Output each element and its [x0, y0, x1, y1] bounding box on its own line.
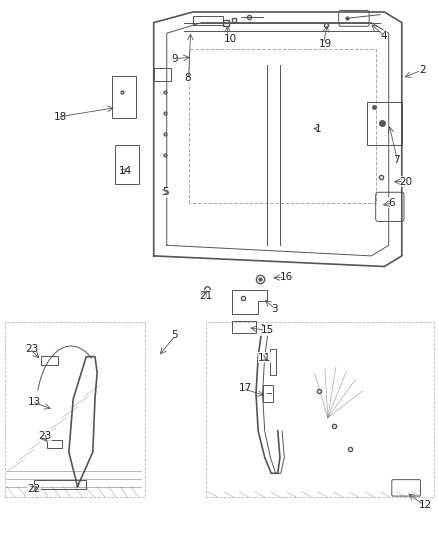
Text: 4: 4 — [380, 31, 387, 41]
Text: 22: 22 — [28, 484, 41, 494]
Bar — [34, 480, 86, 489]
Text: 1: 1 — [315, 124, 321, 134]
Text: 6: 6 — [389, 198, 396, 208]
Text: 8: 8 — [184, 73, 191, 83]
Text: 17: 17 — [239, 383, 252, 393]
Text: 19: 19 — [319, 39, 332, 49]
Text: 20: 20 — [399, 176, 413, 187]
Text: 7: 7 — [393, 156, 400, 165]
Text: 3: 3 — [271, 304, 278, 314]
Bar — [154, 68, 171, 81]
Text: 5: 5 — [162, 187, 169, 197]
Text: 12: 12 — [419, 500, 432, 510]
Text: 11: 11 — [258, 353, 272, 362]
Text: 16: 16 — [280, 272, 293, 282]
Bar — [116, 144, 139, 184]
Text: 2: 2 — [419, 66, 426, 75]
Bar — [193, 15, 223, 25]
Text: 23: 23 — [39, 431, 52, 441]
Bar — [47, 440, 62, 448]
Text: 9: 9 — [171, 54, 178, 63]
Text: 14: 14 — [119, 166, 132, 176]
Text: 15: 15 — [260, 325, 274, 335]
Text: 5: 5 — [171, 330, 178, 341]
Text: 10: 10 — [223, 34, 237, 44]
Bar — [270, 349, 276, 375]
Text: 21: 21 — [199, 290, 213, 301]
Text: 23: 23 — [25, 344, 39, 354]
Bar — [41, 356, 58, 365]
Text: 13: 13 — [28, 397, 41, 407]
Text: 18: 18 — [53, 112, 67, 122]
Bar — [232, 321, 256, 333]
Bar — [262, 385, 273, 402]
Bar — [113, 76, 136, 118]
